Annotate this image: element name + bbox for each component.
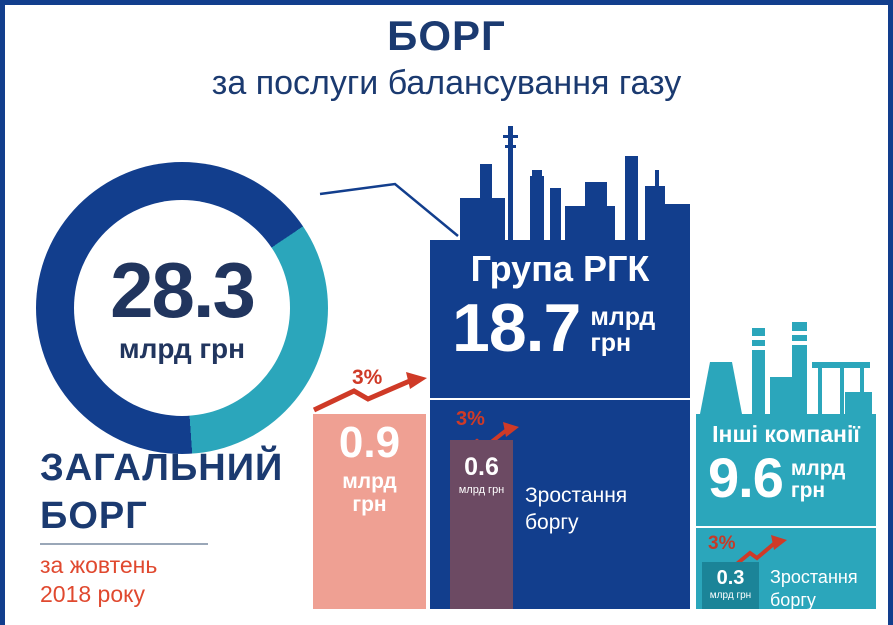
others-value: 9.6 [708, 446, 784, 509]
donut-hole: 28.3 млрд грн [74, 200, 290, 416]
rgk-growth-label-line1: Зростання [525, 484, 628, 507]
frame-left-border [0, 0, 5, 625]
others-growth-label-line2: боргу [770, 590, 816, 611]
others-bar: Інші компанії 9.6 млрд грн 3% 0.3 млрд г… [696, 414, 876, 610]
others-value-row: 9.6 млрд грн [696, 450, 876, 506]
others-separator-line [696, 526, 876, 528]
rgk-unit: млрд грн [590, 302, 656, 357]
total-growth-unit-line1: млрд [342, 470, 397, 494]
others-growth-bar: 0.3 млрд грн [702, 562, 759, 609]
total-growth-value: 0.9 [338, 418, 401, 467]
rgk-growth-label-line2: боргу [525, 511, 579, 535]
total-growth-bar: 0.9 млрд грн [313, 414, 426, 609]
others-name: Інші компанії [712, 421, 860, 447]
total-debt-label: ЗАГАЛЬНИЙ БОРГ [40, 445, 283, 540]
rgk-value-row: 18.7 млрд грн [430, 294, 690, 362]
rgk-growth-label: Зростання боргу [525, 482, 627, 537]
total-debt-label-line1: ЗАГАЛЬНИЙ [40, 447, 284, 489]
rgk-growth-unit: млрд грн [458, 483, 505, 496]
factory-icon [700, 322, 872, 414]
total-debt-label-line2: БОРГ [40, 494, 148, 537]
page-title: БОРГ [387, 12, 506, 59]
rgk-value: 18.7 [452, 290, 581, 366]
divider-line [40, 543, 208, 545]
rgk-bar: Група РГК 18.7 млрд грн 3% 0.6 млрд грн … [430, 240, 690, 609]
rgk-separator-line [430, 398, 690, 400]
others-growth-percent: 3% [708, 533, 736, 554]
others-growth-unit: млрд грн [709, 590, 752, 601]
total-growth-unit-line2: грн [352, 493, 387, 517]
callout-line [319, 182, 459, 237]
others-unit-line2: грн [790, 478, 826, 502]
frame-right-border [888, 0, 893, 625]
frame-top-border [0, 0, 893, 5]
rgk-unit-line1: млрд [590, 302, 656, 331]
rgk-growth-value: 0.6 [464, 453, 499, 481]
others-unit-line1: млрд [790, 456, 846, 480]
total-growth-percent: 3% [352, 366, 383, 389]
factory-icon [460, 126, 690, 240]
period-line2: 2018 року [40, 581, 145, 608]
growth-arrow-icon [731, 535, 787, 569]
rgk-name: Група РГК [470, 248, 650, 289]
period-label: за жовтень 2018 року [40, 551, 157, 610]
growth-arrow-icon [312, 372, 427, 413]
total-debt-unit: млрд грн [118, 333, 246, 364]
rgk-growth-bar: 0.6 млрд грн [450, 440, 513, 609]
total-debt-donut: 28.3 млрд грн [36, 162, 328, 454]
others-growth-value: 0.3 [716, 567, 745, 589]
others-unit: млрд грн [790, 456, 846, 502]
rgk-unit-line2: грн [590, 328, 632, 357]
page-subtitle: за послуги балансування газу [211, 64, 682, 102]
period-line1: за жовтень [40, 552, 158, 578]
others-growth-label-line1: Зростання [770, 567, 858, 587]
others-growth-label: Зростання боргу [770, 566, 858, 613]
total-debt-value: 28.3 [110, 246, 256, 334]
total-growth-unit: млрд грн [313, 470, 426, 516]
rgk-growth-percent: 3% [456, 408, 485, 430]
